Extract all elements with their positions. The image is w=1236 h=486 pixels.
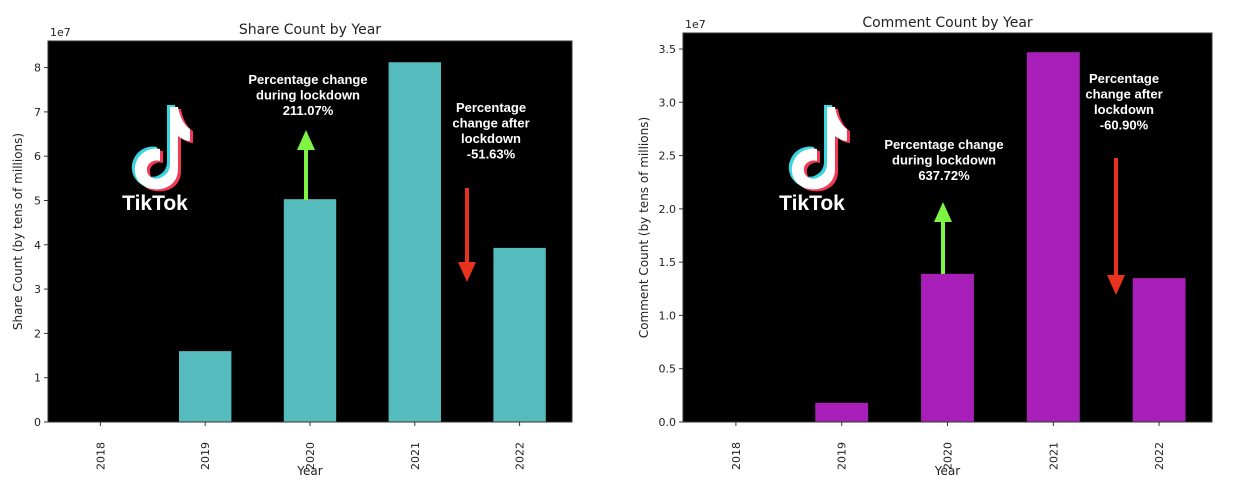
y-tick-label: 5 [34, 194, 41, 207]
x-tick-label: 2022 [1153, 442, 1166, 470]
chart-title: Comment Count by Year [862, 15, 1033, 31]
annotation-line: Percentage change [884, 137, 1003, 152]
annotation-line: Percentage change [248, 72, 367, 87]
arrow-up-icon [297, 130, 315, 200]
x-tick-label: 2020 [304, 442, 317, 470]
x-tick-label: 2019 [199, 442, 212, 470]
x-tick-label: 2020 [942, 442, 955, 470]
annotation-line: lockdown [1094, 102, 1154, 117]
y-tick-label: 3.5 [659, 43, 677, 56]
annotation-line: during lockdown [892, 153, 996, 168]
annotation-line: Percentage [456, 100, 526, 115]
annotation-line: during lockdown [256, 88, 360, 103]
x-axis-label: Year [934, 464, 960, 478]
annotation-line: lockdown [461, 131, 521, 146]
x-tick-label: 2018 [730, 442, 743, 470]
y-tick-label: 2.5 [659, 150, 677, 163]
annotation-line: Percentage [1089, 71, 1159, 86]
y-tick-label: 8 [34, 62, 41, 75]
y-tick-label: 1.5 [659, 256, 677, 269]
logo-text: TikTok [779, 192, 845, 215]
arrow-down-icon [1107, 158, 1125, 295]
y-tick-label: 1.0 [659, 309, 677, 322]
bar-2021 [388, 62, 441, 423]
annotation-line: 211.07% [283, 103, 334, 118]
bar-2019 [815, 402, 869, 422]
annotation-line: -60.90% [1100, 118, 1149, 133]
x-tick-label: 2021 [1047, 442, 1060, 470]
y-axis-label: Comment Count (by tens of millions) [637, 117, 651, 338]
y-tick-label: 0.5 [659, 363, 677, 376]
bar-2022 [493, 247, 546, 422]
y-tick-label: 4 [34, 239, 41, 252]
logo-note [134, 107, 190, 190]
bar-2020 [283, 199, 337, 422]
y-tick-label: 3 [34, 283, 41, 296]
annotation-line: -51.63% [467, 147, 516, 162]
x-tick-label: 2018 [94, 442, 107, 470]
x-tick-label: 2019 [836, 442, 849, 470]
logo-text: TikTok [122, 192, 188, 215]
bar-2021 [1026, 52, 1080, 422]
annotation-line: change after [452, 116, 529, 131]
bar-2022 [1132, 278, 1186, 422]
bar-2019 [179, 351, 232, 422]
y-tick-label: 2.0 [659, 203, 677, 216]
y-tick-label: 7 [34, 106, 41, 119]
scale-label: 1e7 [50, 26, 71, 39]
arrow-up-icon [934, 202, 952, 274]
y-tick-label: 3.0 [659, 96, 677, 109]
y-tick-label: 1 [34, 372, 41, 385]
y-tick-label: 6 [34, 150, 41, 163]
arrow-down-icon [458, 188, 476, 282]
logo-note [791, 107, 847, 190]
annotation-line: 637.72% [918, 168, 970, 183]
y-tick-label: 0.0 [659, 416, 677, 429]
bar-2020 [921, 273, 974, 422]
x-axis-label: Year [296, 464, 322, 478]
tiktok-logo [788, 105, 850, 192]
x-tick-label: 2021 [409, 442, 422, 470]
x-tick-label: 2022 [514, 442, 527, 470]
tiktok-logo [131, 105, 193, 192]
chart-title: Share Count by Year [239, 22, 381, 38]
y-tick-label: 0 [34, 416, 41, 429]
scale-label: 1e7 [685, 18, 706, 31]
y-tick-label: 2 [34, 327, 41, 340]
y-axis-label: Share Count (by tens of millions) [11, 133, 25, 330]
annotation-line: change after [1085, 87, 1162, 102]
